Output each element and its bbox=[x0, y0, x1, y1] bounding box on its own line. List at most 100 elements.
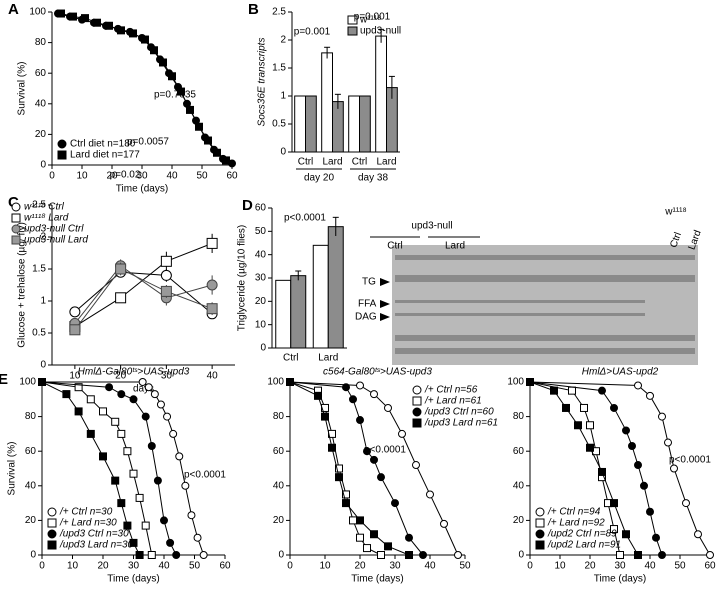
point bbox=[129, 395, 138, 404]
x-tick-label: 20 bbox=[97, 561, 109, 572]
x-tick-label: 30 bbox=[614, 561, 626, 572]
y-tick-label: 40 bbox=[255, 249, 267, 260]
point bbox=[105, 21, 113, 30]
point bbox=[426, 490, 434, 499]
y-tick-label: 60 bbox=[25, 446, 37, 457]
x-tick-label: 50 bbox=[189, 561, 201, 572]
point bbox=[86, 395, 95, 404]
y-tick-label: 0 bbox=[30, 550, 36, 561]
point bbox=[598, 386, 606, 395]
legend-marker bbox=[47, 540, 57, 550]
y-axis-label: Survival (%) bbox=[17, 62, 28, 116]
y-axis-label: Socs36E transcripts bbox=[257, 38, 268, 127]
point bbox=[222, 156, 230, 165]
x-tick-label: 0 bbox=[39, 561, 45, 572]
bar bbox=[275, 279, 292, 349]
legend-label: upd3-null Lard bbox=[24, 235, 88, 246]
annotation: p<0.0001 bbox=[669, 455, 711, 466]
legend-marker bbox=[412, 385, 422, 395]
point bbox=[206, 303, 218, 315]
legend-label: /upd3 Ctrl n=60 bbox=[424, 407, 494, 418]
point bbox=[115, 263, 127, 275]
series-line bbox=[289, 381, 410, 556]
y-tick-label: 80 bbox=[25, 411, 37, 422]
x-tick-label: 10 bbox=[69, 371, 81, 382]
legend-label: upd3-null bbox=[360, 26, 401, 37]
tlc-label: TG bbox=[362, 277, 376, 288]
x-tick-label: 20 bbox=[354, 561, 366, 572]
point bbox=[105, 383, 114, 392]
point bbox=[370, 390, 378, 399]
x-tick-label: 40 bbox=[424, 561, 436, 572]
tlc-plate bbox=[392, 245, 698, 365]
x-tick-label: 30 bbox=[128, 561, 140, 572]
annotation: p=0.001 bbox=[294, 27, 331, 38]
point bbox=[377, 473, 385, 482]
legend-marker bbox=[47, 529, 57, 539]
bar bbox=[359, 95, 371, 153]
point bbox=[610, 403, 618, 412]
legend-label: w¹¹¹⁸ Lard bbox=[24, 213, 69, 224]
series-line bbox=[74, 271, 213, 315]
annotation: p<0.0001 bbox=[364, 445, 406, 456]
point bbox=[321, 403, 329, 412]
legend-label: /upd3 Lard n=61 bbox=[424, 418, 498, 429]
bar bbox=[294, 95, 307, 153]
point bbox=[314, 391, 322, 400]
point bbox=[99, 407, 107, 416]
legend-label: w¹¹¹⁸ Ctrl bbox=[24, 202, 65, 213]
point bbox=[206, 279, 218, 291]
point bbox=[405, 551, 413, 559]
x-tick-label: 60 bbox=[704, 561, 716, 572]
legend-marker bbox=[57, 139, 67, 149]
point bbox=[342, 499, 350, 508]
x-tick-label: 60 bbox=[226, 171, 238, 182]
legend-marker bbox=[11, 213, 21, 223]
group-label: day 38 bbox=[358, 173, 388, 184]
point bbox=[586, 421, 594, 430]
legend-marker bbox=[535, 507, 545, 517]
point bbox=[111, 417, 120, 426]
point bbox=[335, 473, 343, 482]
legend-marker bbox=[47, 507, 57, 517]
point bbox=[405, 533, 413, 542]
bar bbox=[375, 35, 388, 153]
point bbox=[634, 381, 642, 390]
point bbox=[150, 46, 158, 55]
legend-label: /upd3 Ctrl n=30 bbox=[59, 529, 129, 540]
point bbox=[213, 148, 221, 157]
panel-label: B bbox=[248, 1, 259, 18]
bar bbox=[290, 275, 307, 349]
point bbox=[419, 551, 427, 559]
tlc-label: w¹¹¹⁸ bbox=[664, 207, 686, 218]
y-tick-label: 40 bbox=[35, 98, 47, 109]
point bbox=[147, 551, 156, 559]
point bbox=[57, 9, 65, 18]
point bbox=[168, 72, 176, 81]
point bbox=[206, 237, 218, 249]
point bbox=[117, 429, 126, 438]
point bbox=[526, 378, 534, 386]
point bbox=[156, 400, 165, 409]
annotation: p<0.0001 bbox=[184, 470, 226, 481]
y-axis-label: Glucose + trehalose (µg/ fly) bbox=[17, 222, 28, 348]
group-label: day 20 bbox=[304, 173, 334, 184]
x-tick-label: Lard bbox=[322, 157, 342, 168]
point bbox=[163, 412, 172, 421]
series-line bbox=[74, 268, 213, 331]
x-tick-label: 0 bbox=[527, 561, 533, 572]
point bbox=[186, 105, 194, 114]
point bbox=[622, 426, 630, 435]
point bbox=[356, 516, 364, 525]
point bbox=[62, 390, 71, 399]
point bbox=[586, 443, 594, 452]
point bbox=[160, 255, 172, 267]
point bbox=[384, 403, 392, 412]
y-tick-label: 0 bbox=[280, 147, 286, 158]
legend-marker bbox=[412, 418, 422, 428]
point bbox=[349, 395, 357, 404]
annotation: p=0.0057 bbox=[127, 137, 169, 148]
y-tick-label: 2 bbox=[280, 35, 286, 46]
y-tick-label: 100 bbox=[507, 377, 524, 388]
